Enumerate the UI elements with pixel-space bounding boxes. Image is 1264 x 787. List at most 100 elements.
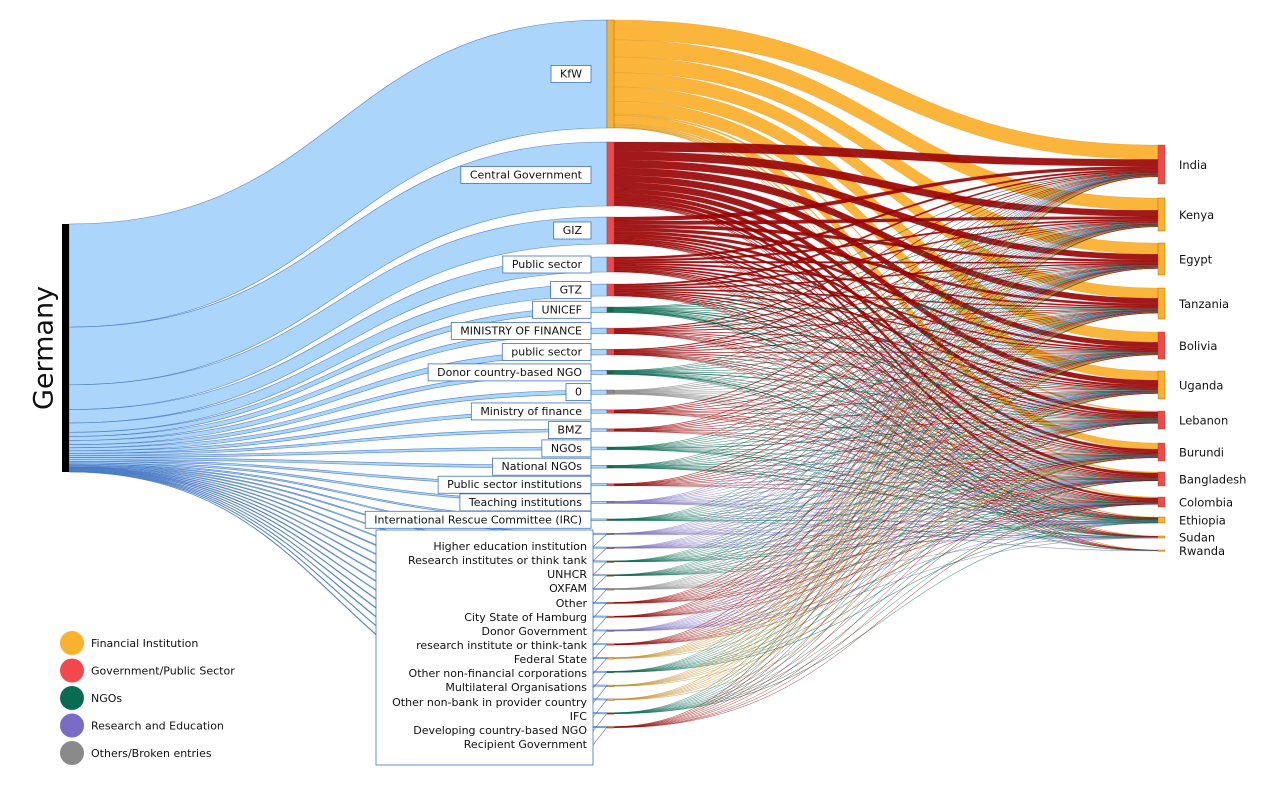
label-donor-country-based-ngo: Donor country-based NGO — [437, 366, 582, 379]
label-ministry-of-finance: Ministry of finance — [480, 405, 582, 418]
label-box-gtz — [550, 281, 592, 299]
node-unhcr[interactable] — [606, 560, 615, 563]
node-unicef[interactable] — [606, 306, 615, 313]
recipient-label-tanzania: Tanzania — [1178, 297, 1229, 311]
leader-donor-government — [592, 616, 608, 633]
node-egypt[interactable] — [1157, 242, 1166, 276]
legend-swatch-others-broken-entries — [60, 741, 84, 765]
node-gtz[interactable] — [606, 283, 615, 297]
label-box-national-ngos — [492, 457, 592, 476]
recipient-label-uganda: Uganda — [1179, 379, 1223, 393]
node-ethiopia[interactable] — [1157, 516, 1166, 524]
node-india[interactable] — [1157, 144, 1166, 185]
label-box-kfw — [550, 65, 592, 83]
label-box-0 — [565, 383, 592, 402]
node-public-sector-institutions[interactable] — [606, 483, 615, 487]
label-public-sector: Public sector — [512, 258, 583, 271]
node-ministry-of-finance[interactable] — [606, 409, 615, 414]
nodes-layer — [62, 19, 1166, 729]
leader-unhcr — [592, 561, 608, 576]
node-developing-country-based-ngo[interactable] — [606, 712, 615, 715]
node-colombia[interactable] — [1157, 496, 1166, 508]
node-recipient-government[interactable] — [606, 726, 615, 729]
node-ifc[interactable] — [606, 698, 615, 701]
label-other-non-bank-in-provider-country: Other non-bank in provider country — [392, 696, 587, 709]
node-central-government[interactable] — [606, 141, 615, 207]
label-national-ngos: National NGOs — [502, 460, 583, 473]
recipient-label-ethiopia: Ethiopia — [1179, 514, 1226, 528]
legend-label-ngos: NGOs — [91, 692, 122, 705]
leader-other-non-bank-in-provider-country — [592, 685, 608, 704]
label-multilateral-organisations: Multilateral Organisations — [445, 681, 587, 694]
label-teaching-institutions: Teaching institutions — [468, 496, 582, 509]
node-federal-state[interactable] — [606, 643, 615, 646]
node-kfw[interactable] — [606, 19, 615, 129]
label-other-non-financial-corporations: Other non-financial corporations — [409, 667, 588, 680]
link-public-sector-bolivia[interactable] — [613, 351, 1159, 353]
leader-other-non-financial-corporations — [592, 657, 608, 675]
node-bolivia[interactable] — [1157, 331, 1166, 360]
node-oxfam[interactable] — [606, 574, 615, 577]
label-box-public-sector — [502, 255, 592, 274]
node-research-institutes-or-think-tank[interactable] — [606, 546, 615, 549]
label-public-sector: public sector — [511, 346, 582, 359]
label-kfw: KfW — [560, 68, 582, 81]
node-ngos[interactable] — [606, 446, 615, 450]
node-teaching-institutions[interactable] — [606, 501, 615, 504]
node-tanzania[interactable] — [1157, 287, 1166, 320]
label-bmz: BMZ — [557, 424, 582, 437]
node-donor-government[interactable] — [606, 615, 615, 618]
node-other[interactable] — [606, 588, 615, 591]
node-germany[interactable] — [62, 224, 69, 472]
node-uganda[interactable] — [1157, 370, 1166, 400]
legend-swatch-research-and-education — [60, 713, 84, 738]
node-donor-country-based-ngo[interactable] — [606, 370, 615, 375]
link-developing-country-based-ngo-ethiopia[interactable] — [613, 522, 1159, 714]
node-bmz[interactable] — [606, 428, 615, 432]
node-city-state-of-hamburg[interactable] — [606, 602, 615, 605]
label-box-central-government — [460, 166, 592, 184]
label-oxfam: OXFAM — [549, 582, 587, 595]
label-unhcr: UNHCR — [547, 568, 587, 581]
node-0[interactable] — [606, 389, 615, 395]
node-giz[interactable] — [606, 216, 615, 245]
node-burundi[interactable] — [1157, 442, 1166, 462]
label-box-unicef — [532, 300, 592, 319]
node-bangladesh[interactable] — [1157, 471, 1166, 487]
label-box-international-rescue-committee-irc — [364, 510, 592, 529]
legend-label-financial-institution: Financial Institution — [91, 637, 198, 650]
node-kenya[interactable] — [1157, 197, 1166, 232]
node-public-sector[interactable] — [606, 349, 615, 356]
labels-layer: Germany KfW Central Government GIZ Public se… — [29, 65, 1246, 766]
link-teaching-institutions-colombia[interactable] — [613, 502, 1159, 504]
small-channels-label-box — [375, 529, 594, 766]
node-other-non-bank-in-provider-country[interactable] — [606, 684, 615, 687]
node-higher-education-institution[interactable] — [606, 533, 615, 536]
node-other-non-financial-corporations[interactable] — [606, 657, 615, 660]
node-research-institute-or-think-tank[interactable] — [606, 629, 615, 632]
label-donor-government: Donor Government — [481, 625, 587, 638]
node-international-rescue-committee-irc[interactable] — [606, 518, 615, 521]
label-international-rescue-committee-irc: International Rescue Committee (IRC) — [374, 513, 582, 526]
node-sudan[interactable] — [1157, 535, 1166, 539]
node-multilateral-organisations[interactable] — [606, 671, 615, 674]
label-giz: GIZ — [563, 224, 583, 237]
leader-city-state-of-hamburg — [592, 602, 608, 619]
node-public-sector[interactable] — [606, 256, 615, 273]
label-research-institute-or-think-tank: research institute or think-tank — [416, 639, 588, 652]
node-ministry-of-finance[interactable] — [606, 327, 615, 334]
link-developing-country-based-ngo-tanzania[interactable] — [613, 312, 1159, 714]
node-national-ngos[interactable] — [606, 465, 615, 469]
label-box-bmz — [548, 421, 592, 440]
node-rwanda[interactable] — [1157, 549, 1166, 552]
recipient-label-rwanda: Rwanda — [1179, 544, 1225, 558]
node-lebanon[interactable] — [1157, 410, 1166, 430]
label-ifc: IFC — [570, 710, 588, 723]
label-box-public-sector-institutions — [437, 475, 592, 494]
recipient-label-sudan: Sudan — [1179, 531, 1215, 545]
recipient-label-colombia: Colombia — [1179, 496, 1233, 510]
link-research-institute-or-think-tank-ethiopia[interactable] — [613, 522, 1159, 632]
legend-label-research-and-education: Research and Education — [91, 720, 224, 733]
legend-swatch-ngos — [60, 686, 84, 710]
